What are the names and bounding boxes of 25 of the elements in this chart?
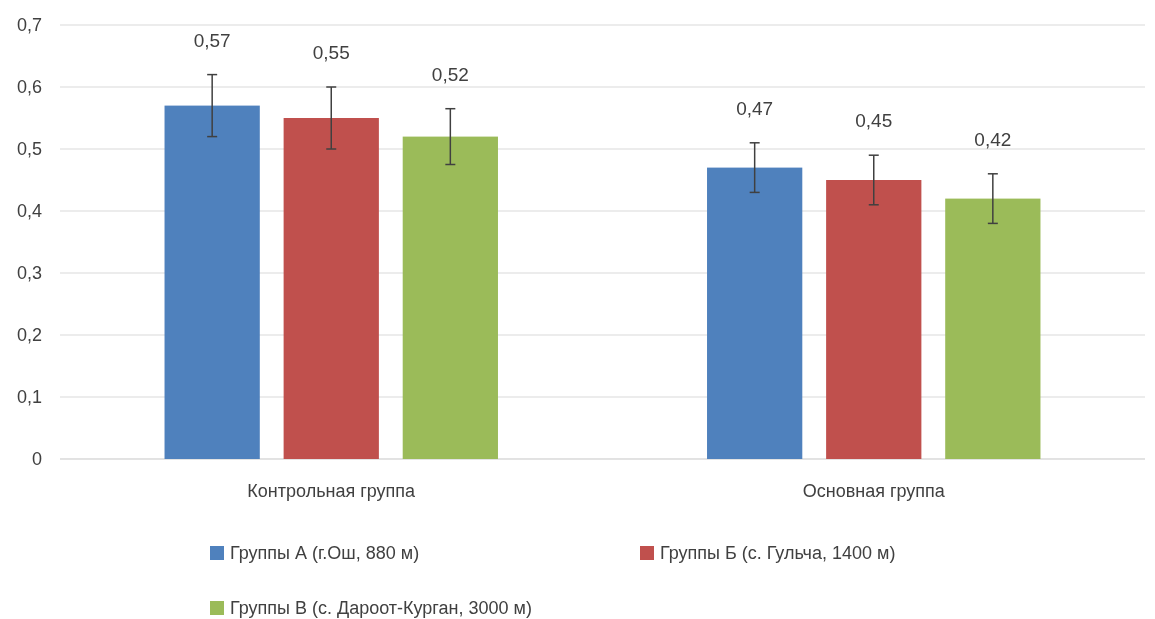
y-tick-label: 0,7 [16, 15, 42, 35]
data-label: 0,42 [974, 128, 1012, 150]
x-tick-label: Основная группа [802, 481, 946, 501]
y-tick-label: 0 [31, 449, 42, 469]
legend-label: Группы В (с. Дароот-Курган, 3000 м) [230, 598, 532, 618]
bar [945, 198, 1041, 459]
y-tick-label: 0,6 [16, 77, 42, 97]
x-tick-label: Контрольная группа [247, 481, 417, 501]
y-tick-label: 0,4 [16, 201, 42, 221]
legend-label: Группы А (г.Ош, 880 м) [230, 543, 420, 563]
data-label: 0,57 [193, 29, 231, 51]
y-tick-label: 0,3 [16, 263, 42, 283]
bar [707, 167, 803, 459]
data-label: 0,55 [312, 42, 350, 63]
data-label: 0,52 [431, 63, 469, 85]
data-label: 0,47 [736, 97, 774, 119]
y-tick-label: 0,5 [16, 139, 42, 159]
legend-label: Группы Б (с. Гульча, 1400 м) [660, 543, 896, 563]
bar [402, 136, 498, 459]
bar [283, 118, 379, 459]
data-label: 0,45 [855, 110, 893, 132]
bar [826, 180, 922, 459]
bar [164, 105, 260, 459]
y-tick-label: 0,2 [16, 325, 42, 345]
y-tick-label: 0,1 [16, 387, 42, 407]
